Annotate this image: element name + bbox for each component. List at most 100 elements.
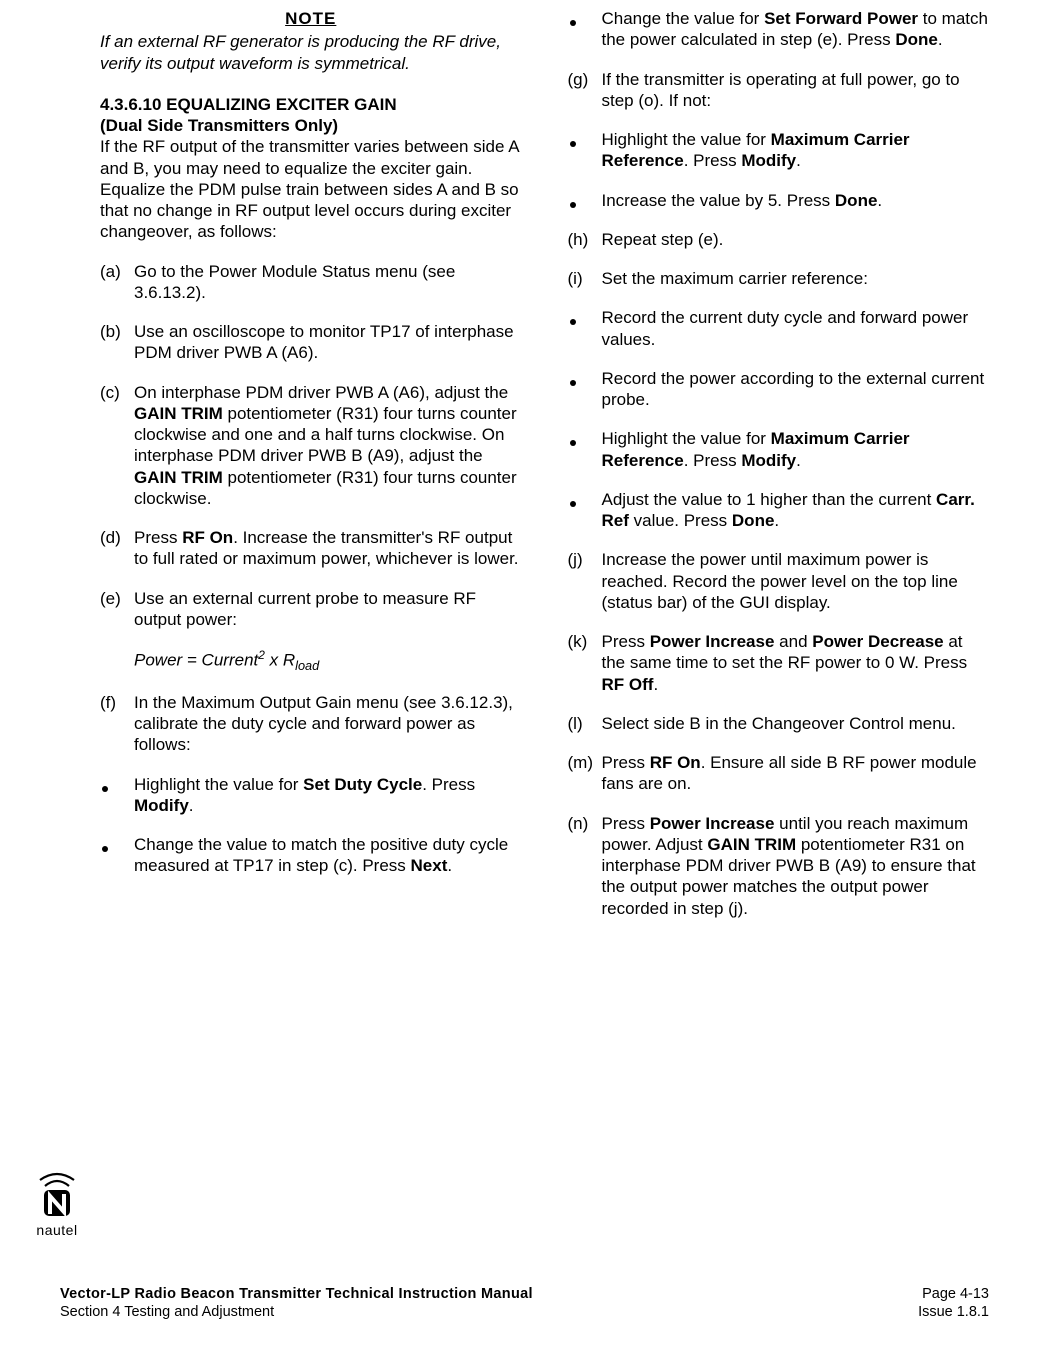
text-run: . [938, 30, 943, 49]
wifi-n-icon [30, 1166, 84, 1220]
text-run: Adjust the value to 1 higher than the cu… [602, 490, 937, 509]
step-text: Increase the power until maximum power i… [602, 549, 990, 613]
bold-run: Next [411, 856, 448, 875]
note-heading: NOTE [100, 8, 522, 29]
step-text: On interphase PDM driver PWB A (A6), adj… [134, 382, 522, 510]
step-b: (b) Use an oscilloscope to monitor TP17 … [100, 321, 522, 364]
footer-left: Vector-LP Radio Beacon Transmitter Techn… [60, 1285, 533, 1321]
bullet-text: Highlight the value for Maximum Carrier … [602, 129, 990, 172]
bold-run: GAIN TRIM [134, 404, 223, 423]
step-c: (c) On interphase PDM driver PWB A (A6),… [100, 382, 522, 510]
bullet-marker [568, 8, 602, 51]
text-run: . Press [684, 151, 742, 170]
bullet-marker [568, 368, 602, 411]
bullet-item: Adjust the value to 1 higher than the cu… [568, 489, 990, 532]
bullet-marker [568, 307, 602, 350]
step-g: (g) If the transmitter is operating at f… [568, 69, 990, 112]
bullet-icon [570, 319, 576, 325]
step-text: Press Power Increase and Power Decrease … [602, 631, 990, 695]
step-marker: (c) [100, 382, 134, 510]
nautel-logo: nautel [28, 1166, 86, 1240]
bold-run: GAIN TRIM [134, 468, 223, 487]
footer-issue: Issue 1.8.1 [918, 1303, 989, 1321]
bullet-text: Record the power according to the extern… [602, 368, 990, 411]
step-marker: (i) [568, 268, 602, 289]
bold-run: RF On [650, 753, 701, 772]
right-column: Change the value for Set Forward Power t… [568, 8, 990, 937]
step-text: Use an external current probe to measure… [134, 588, 522, 631]
step-l: (l) Select side B in the Changeover Cont… [568, 713, 990, 734]
step-i: (i) Set the maximum carrier reference: [568, 268, 990, 289]
text-run: Highlight the value for [602, 130, 771, 149]
section-heading-line1: 4.3.6.10 EQUALIZING EXCITER GAIN [100, 94, 522, 115]
bullet-text: Adjust the value to 1 higher than the cu… [602, 489, 990, 532]
step-marker: (n) [568, 813, 602, 919]
two-column-layout: NOTE If an external RF generator is prod… [100, 8, 989, 937]
step-text: Go to the Power Module Status menu (see … [134, 261, 522, 304]
bullet-text: Increase the value by 5. Press Done. [602, 190, 990, 211]
formula-mid: x R [265, 651, 295, 670]
step-text: In the Maximum Output Gain menu (see 3.6… [134, 692, 522, 756]
bullet-text: Change the value to match the positive d… [134, 834, 522, 877]
bullet-icon [570, 141, 576, 147]
bullet-item: Highlight the value for Maximum Carrier … [568, 428, 990, 471]
step-marker: (f) [100, 692, 134, 756]
step-text: Press RF On. Ensure all side B RF power … [602, 752, 990, 795]
bullet-marker [568, 428, 602, 471]
logo-text: nautel [28, 1222, 86, 1240]
bullet-icon [102, 786, 108, 792]
step-text: Repeat step (e). [602, 229, 990, 250]
text-run: Change the value for [602, 9, 765, 28]
bullet-marker [568, 190, 602, 211]
bullet-marker [100, 834, 134, 877]
text-run: . [189, 796, 194, 815]
step-marker: (m) [568, 752, 602, 795]
bold-run: RF On [182, 528, 233, 547]
text-run: . [774, 511, 779, 530]
bold-run: Power Decrease [812, 632, 943, 651]
bold-run: Power Increase [650, 814, 775, 833]
bullet-text: Record the current duty cycle and forwar… [602, 307, 990, 350]
step-marker: (j) [568, 549, 602, 613]
bold-run: Power Increase [650, 632, 775, 651]
bold-run: Done [895, 30, 938, 49]
text-run: Press [602, 753, 650, 772]
left-column: NOTE If an external RF generator is prod… [100, 8, 522, 937]
note-body: If an external RF generator is producing… [100, 31, 522, 74]
bullet-icon [570, 20, 576, 26]
section-intro: If the RF output of the transmitter vari… [100, 136, 522, 242]
bullet-icon [570, 380, 576, 386]
bullet-item: Record the current duty cycle and forwar… [568, 307, 990, 350]
bullet-item: Change the value to match the positive d… [100, 834, 522, 877]
bullet-text: Highlight the value for Maximum Carrier … [602, 428, 990, 471]
text-run: . [653, 675, 658, 694]
bullet-icon [570, 202, 576, 208]
text-run: Press [134, 528, 182, 547]
step-text: Press RF On. Increase the transmitter's … [134, 527, 522, 570]
bold-run: GAIN TRIM [707, 835, 796, 854]
step-a: (a) Go to the Power Module Status menu (… [100, 261, 522, 304]
text-run: Press [602, 814, 650, 833]
bullet-item: Highlight the value for Set Duty Cycle. … [100, 774, 522, 817]
text-run: . [796, 451, 801, 470]
footer-section: Section 4 Testing and Adjustment [60, 1303, 533, 1321]
text-run: Press [602, 632, 650, 651]
bullet-icon [570, 501, 576, 507]
step-n: (n) Press Power Increase until you reach… [568, 813, 990, 919]
bullet-item: Record the power according to the extern… [568, 368, 990, 411]
footer-right: Page 4-13 Issue 1.8.1 [918, 1285, 989, 1321]
step-j: (j) Increase the power until maximum pow… [568, 549, 990, 613]
bullet-icon [102, 846, 108, 852]
step-m: (m) Press RF On. Ensure all side B RF po… [568, 752, 990, 795]
step-marker: (h) [568, 229, 602, 250]
text-run: Highlight the value for [602, 429, 771, 448]
step-marker: (g) [568, 69, 602, 112]
text-run: . Press [684, 451, 742, 470]
bullet-text: Highlight the value for Set Duty Cycle. … [134, 774, 522, 817]
section-heading-line2: (Dual Side Transmitters Only) [100, 115, 522, 136]
step-marker: (k) [568, 631, 602, 695]
step-text: If the transmitter is operating at full … [602, 69, 990, 112]
bullet-icon [570, 440, 576, 446]
step-text: Press Power Increase until you reach max… [602, 813, 990, 919]
bullet-marker [568, 489, 602, 532]
